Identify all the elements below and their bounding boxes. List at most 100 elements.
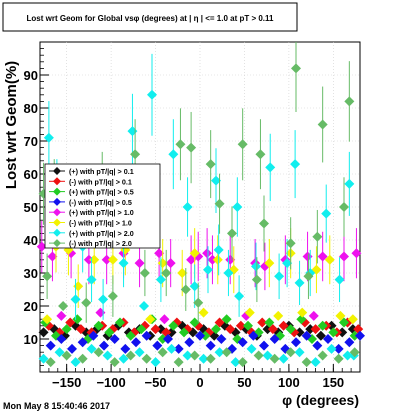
data-point	[118, 258, 129, 269]
data-point	[237, 357, 248, 368]
x-tick-label: 150	[322, 375, 344, 390]
data-point	[70, 294, 81, 305]
data-point	[339, 317, 349, 328]
y-tick-label: 10	[24, 332, 38, 347]
x-tick-label: −50	[145, 375, 167, 390]
chart-title: Lost wrt Geom for Global vsφ (degrees) a…	[27, 14, 274, 23]
data-point	[214, 198, 225, 209]
data-point	[131, 337, 141, 348]
data-point	[334, 274, 345, 285]
data-point	[326, 343, 337, 354]
data-point	[230, 357, 241, 368]
legend: (+) with pT/|q| > 0.1(-) with pT/|q| > 0…	[44, 163, 161, 249]
data-point	[212, 254, 223, 265]
data-point	[75, 324, 86, 335]
data-point	[259, 218, 269, 229]
data-point	[134, 347, 145, 358]
data-point	[54, 347, 65, 358]
y-tick-label: 80	[24, 101, 38, 116]
data-point	[154, 248, 165, 259]
data-point	[335, 310, 346, 321]
data-point	[333, 353, 344, 364]
data-point	[227, 228, 237, 239]
data-point	[344, 178, 355, 189]
data-point	[290, 159, 301, 170]
data-point	[139, 268, 150, 278]
data-point	[155, 274, 166, 285]
data-point	[104, 327, 115, 338]
data-point	[232, 202, 243, 212]
data-point	[86, 343, 97, 354]
data-point	[234, 291, 245, 302]
data-point	[211, 324, 221, 335]
data-point	[285, 324, 296, 335]
data-point	[291, 337, 301, 348]
legend-label: (-) with pT/|q| > 2.0	[69, 239, 132, 248]
data-point	[65, 317, 76, 328]
data-point	[141, 353, 152, 364]
data-point	[337, 327, 348, 338]
data-point	[303, 271, 314, 282]
data-point	[67, 343, 77, 354]
data-point	[98, 294, 109, 305]
data-point	[93, 347, 104, 358]
data-point	[42, 314, 53, 325]
legend-marker	[53, 187, 61, 196]
y-tick-label: 60	[24, 167, 38, 182]
data-point	[130, 149, 141, 160]
data-point	[165, 258, 176, 269]
data-point	[115, 317, 125, 328]
data-point	[282, 258, 293, 269]
data-point	[321, 208, 332, 219]
data-point	[145, 314, 156, 325]
data-point	[168, 149, 179, 160]
legend-marker	[53, 228, 61, 237]
data-point	[246, 343, 257, 354]
data-point	[225, 324, 236, 335]
data-point	[88, 330, 99, 341]
data-point	[43, 132, 54, 143]
data-point	[195, 330, 205, 341]
data-point	[323, 334, 333, 344]
data-point	[214, 317, 225, 328]
data-point	[328, 327, 339, 338]
data-point	[301, 330, 312, 341]
data-point	[291, 63, 301, 74]
x-axis-label: φ (degrees)	[282, 392, 359, 408]
data-point	[45, 340, 56, 351]
data-point	[221, 314, 232, 325]
data-point	[173, 343, 184, 354]
data-point	[312, 340, 323, 351]
data-point	[347, 314, 358, 325]
data-point	[125, 350, 136, 361]
legend-marker	[53, 239, 61, 248]
data-point	[81, 297, 92, 308]
data-point	[205, 353, 216, 364]
data-point	[175, 139, 186, 150]
y-tick-label: 40	[24, 233, 38, 248]
data-point	[193, 297, 204, 308]
legend-marker	[53, 197, 61, 206]
data-point	[118, 353, 129, 364]
data-point	[317, 119, 328, 130]
data-point	[243, 320, 253, 331]
legend-label: (+) with pT/|q| > 0.5	[69, 188, 134, 197]
data-point	[202, 248, 213, 259]
data-point	[269, 334, 280, 344]
data-point	[184, 337, 195, 348]
data-point	[278, 353, 289, 364]
legend-label: (-) with pT/|q| > 0.5	[69, 198, 132, 207]
data-point	[77, 337, 88, 348]
data-point	[147, 89, 157, 100]
data-point	[344, 96, 355, 107]
data-point	[168, 320, 179, 331]
data-point	[152, 340, 163, 351]
data-point	[107, 254, 118, 265]
data-point	[278, 320, 289, 331]
data-point	[213, 244, 224, 255]
data-point	[86, 274, 97, 285]
data-point	[253, 350, 264, 361]
data-point	[294, 347, 305, 358]
data-point	[150, 357, 161, 368]
